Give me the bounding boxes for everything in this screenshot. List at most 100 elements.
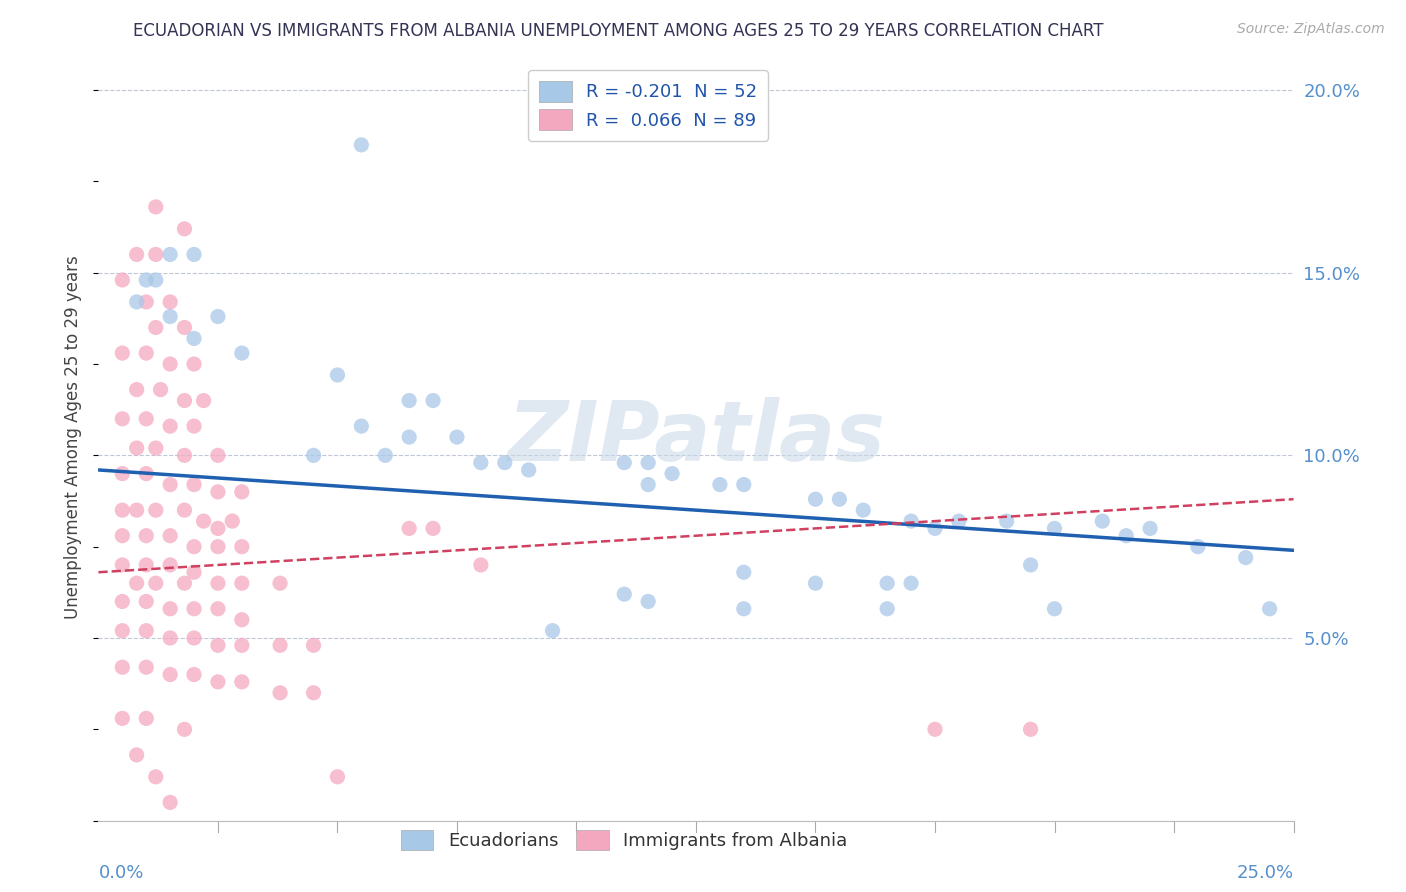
Point: [125, 294, 148, 309]
Point: [159, 529, 181, 543]
Point: [231, 540, 253, 554]
Point: [269, 686, 291, 700]
Point: [125, 247, 148, 261]
Point: [145, 441, 167, 455]
Point: [145, 503, 167, 517]
Point: [173, 222, 195, 236]
Point: [876, 601, 898, 615]
Point: [183, 631, 205, 645]
Point: [207, 310, 229, 324]
Point: [221, 514, 243, 528]
Point: [183, 331, 205, 345]
Point: [494, 456, 516, 470]
Point: [1091, 514, 1114, 528]
Point: [231, 674, 253, 689]
Point: [709, 477, 731, 491]
Point: [159, 357, 181, 371]
Point: [183, 601, 205, 615]
Point: [135, 558, 157, 572]
Point: [231, 346, 253, 360]
Point: [231, 484, 253, 499]
Point: [207, 638, 229, 652]
Point: [159, 601, 181, 615]
Point: [995, 514, 1018, 528]
Point: [733, 477, 755, 491]
Point: [470, 456, 492, 470]
Point: [111, 711, 134, 725]
Point: [135, 594, 157, 608]
Point: [125, 503, 148, 517]
Point: [541, 624, 564, 638]
Point: [111, 660, 134, 674]
Point: [613, 587, 636, 601]
Point: [111, 594, 134, 608]
Text: 0.0%: 0.0%: [98, 864, 143, 882]
Point: [159, 419, 181, 434]
Point: [159, 310, 181, 324]
Point: [326, 770, 349, 784]
Point: [183, 247, 205, 261]
Point: [1043, 521, 1066, 535]
Point: [207, 484, 229, 499]
Point: [350, 419, 373, 434]
Point: [125, 576, 148, 591]
Point: [173, 576, 195, 591]
Point: [135, 711, 157, 725]
Point: [661, 467, 683, 481]
Point: [145, 576, 167, 591]
Point: [145, 200, 167, 214]
Point: [637, 477, 659, 491]
Point: [924, 521, 946, 535]
Point: [733, 566, 755, 580]
Point: [876, 576, 898, 591]
Point: [446, 430, 468, 444]
Point: [111, 503, 134, 517]
Point: [183, 566, 205, 580]
Point: [231, 576, 253, 591]
Point: [207, 601, 229, 615]
Point: [173, 320, 195, 334]
Text: ECUADORIAN VS IMMIGRANTS FROM ALBANIA UNEMPLOYMENT AMONG AGES 25 TO 29 YEARS COR: ECUADORIAN VS IMMIGRANTS FROM ALBANIA UN…: [134, 22, 1104, 40]
Point: [1234, 550, 1257, 565]
Point: [1043, 601, 1066, 615]
Point: [193, 514, 215, 528]
Point: [135, 412, 157, 426]
Point: [149, 383, 172, 397]
Point: [613, 456, 636, 470]
Point: [135, 624, 157, 638]
Point: [398, 393, 420, 408]
Point: [900, 514, 922, 528]
Legend: Ecuadorians, Immigrants from Albania: Ecuadorians, Immigrants from Albania: [394, 822, 855, 857]
Point: [207, 674, 229, 689]
Point: [111, 558, 134, 572]
Point: [302, 638, 325, 652]
Point: [733, 601, 755, 615]
Point: [125, 383, 148, 397]
Point: [159, 247, 181, 261]
Point: [183, 357, 205, 371]
Point: [302, 448, 325, 462]
Point: [828, 492, 851, 507]
Point: [422, 521, 444, 535]
Point: [135, 529, 157, 543]
Point: [111, 273, 134, 287]
Point: [173, 393, 195, 408]
Point: [183, 477, 205, 491]
Point: [135, 660, 157, 674]
Point: [1115, 529, 1137, 543]
Point: [1187, 540, 1209, 554]
Point: [145, 320, 167, 334]
Point: [231, 613, 253, 627]
Point: [852, 503, 875, 517]
Text: 25.0%: 25.0%: [1236, 864, 1294, 882]
Point: [398, 430, 420, 444]
Point: [924, 723, 946, 737]
Point: [326, 368, 349, 382]
Point: [398, 521, 420, 535]
Point: [1139, 521, 1161, 535]
Point: [1019, 558, 1042, 572]
Point: [145, 273, 167, 287]
Point: [207, 576, 229, 591]
Point: [125, 747, 148, 762]
Point: [159, 796, 181, 810]
